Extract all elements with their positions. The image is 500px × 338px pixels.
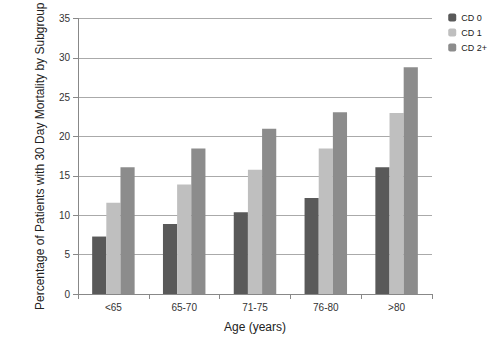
svg-text:5: 5 xyxy=(64,249,70,260)
svg-text:CD 0: CD 0 xyxy=(461,13,482,23)
svg-text:Age (years): Age (years) xyxy=(224,320,286,334)
svg-text:<65: <65 xyxy=(105,302,122,313)
svg-text:30: 30 xyxy=(59,52,71,63)
svg-text:Percentage of Patients with 30: Percentage of Patients with 30 Day Morta… xyxy=(33,2,47,310)
svg-text:35: 35 xyxy=(59,13,71,24)
svg-text:0: 0 xyxy=(64,289,70,300)
svg-text:76-80: 76-80 xyxy=(313,302,339,313)
svg-text:20: 20 xyxy=(59,131,71,142)
svg-text:65-70: 65-70 xyxy=(171,302,197,313)
svg-text:CD 1: CD 1 xyxy=(461,28,482,38)
svg-text:CD 2+: CD 2+ xyxy=(461,43,487,53)
svg-text:10: 10 xyxy=(59,210,71,221)
svg-text:25: 25 xyxy=(59,92,71,103)
svg-text:>80: >80 xyxy=(388,302,405,313)
svg-text:71-75: 71-75 xyxy=(242,302,268,313)
svg-text:15: 15 xyxy=(59,170,71,181)
